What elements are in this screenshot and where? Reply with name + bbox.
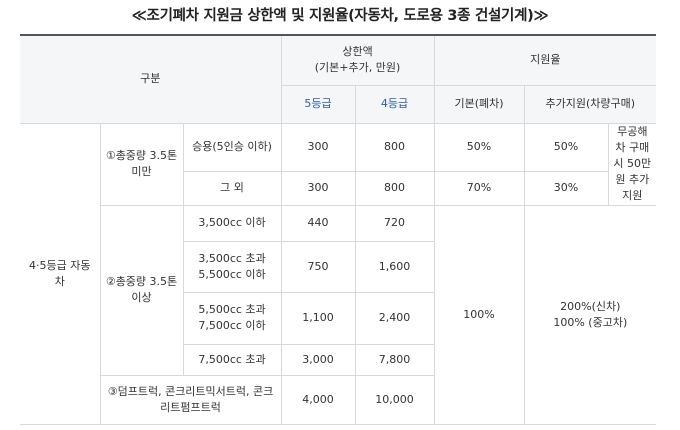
sub2-b-label: 3,500cc 초과 5,500cc 이하 [182, 240, 282, 293]
sub1-a-grade4: 800 [354, 122, 435, 172]
sub2-a-grade5: 440 [280, 204, 356, 242]
sub2-b-grade5: 750 [280, 240, 356, 293]
sub1-a-basic: 50% [433, 122, 525, 172]
header-rate: 지원율 [433, 34, 657, 86]
sub2-b-grade4: 1,600 [354, 240, 435, 293]
sub2-c-label: 5,500cc 초과 7,500cc 이하 [182, 291, 282, 345]
page-title: ≪조기폐차 지원금 상한액 및 지원율(자동차, 도로용 3종 건설기계)≫ [131, 8, 549, 24]
sub2-label: ②총중량 3.5톤 이상 [99, 204, 184, 376]
big-extra: 200%(신차) 100% (중고차) [523, 204, 657, 425]
sub2-d-grade5: 3,000 [280, 343, 356, 376]
header-grade5: 5등급 [280, 84, 356, 124]
header-cap-title: 상한액 [342, 45, 373, 59]
sub1-b-grade5: 300 [280, 170, 356, 206]
sub2-a-label: 3,500cc 이하 [182, 204, 282, 242]
sub1-label: ①총중량 3.5톤 미만 [99, 122, 184, 206]
header-cap-subtitle: (기본+추가, 만원) [314, 61, 401, 75]
sub1-b-grade4: 800 [354, 170, 435, 206]
sub3-label: ③덤프트럭, 콘크리트믹서트럭, 콘크리트펌프트럭 [99, 374, 282, 425]
header-basic: 기본(폐차) [433, 84, 525, 124]
sub1-note: 무공해차 구매 시 50만원 추가 지원 [607, 122, 657, 206]
sub1-b-label: 그 외 [182, 170, 282, 206]
sub3-grade5: 4,000 [280, 374, 356, 425]
header-extra: 추가지원(차량구매) [523, 84, 657, 124]
sub1-a-label: 승용(5인승 이하) [182, 122, 282, 172]
sub1-b-basic: 70% [433, 170, 525, 206]
header-grade4: 4등급 [354, 84, 435, 124]
header-category: 구분 [20, 34, 282, 124]
sub1-a-extra: 50% [523, 122, 609, 172]
sub3-grade4: 10,000 [354, 374, 435, 425]
sub2-c-grade4: 2,400 [354, 291, 435, 345]
big-basic: 100% [433, 204, 525, 425]
group-label: 4·5등급 자동차 [20, 122, 101, 425]
big-extra-new: 200%(신차) [560, 299, 621, 313]
sub2-d-grade4: 7,800 [354, 343, 435, 376]
sub1-a-grade5: 300 [280, 122, 356, 172]
big-extra-used: 100% (중고차) [553, 315, 628, 329]
sub2-c-grade5: 1,100 [280, 291, 356, 345]
sub2-d-label: 7,500cc 초과 [182, 343, 282, 376]
sub2-a-grade4: 720 [354, 204, 435, 242]
header-cap: 상한액 (기본+추가, 만원) [280, 34, 435, 86]
sub1-b-extra: 30% [523, 170, 609, 206]
subsidy-table: 구분 상한액 (기본+추가, 만원) 지원율 5등급 4등급 기본(폐차) 추가… [20, 34, 657, 425]
